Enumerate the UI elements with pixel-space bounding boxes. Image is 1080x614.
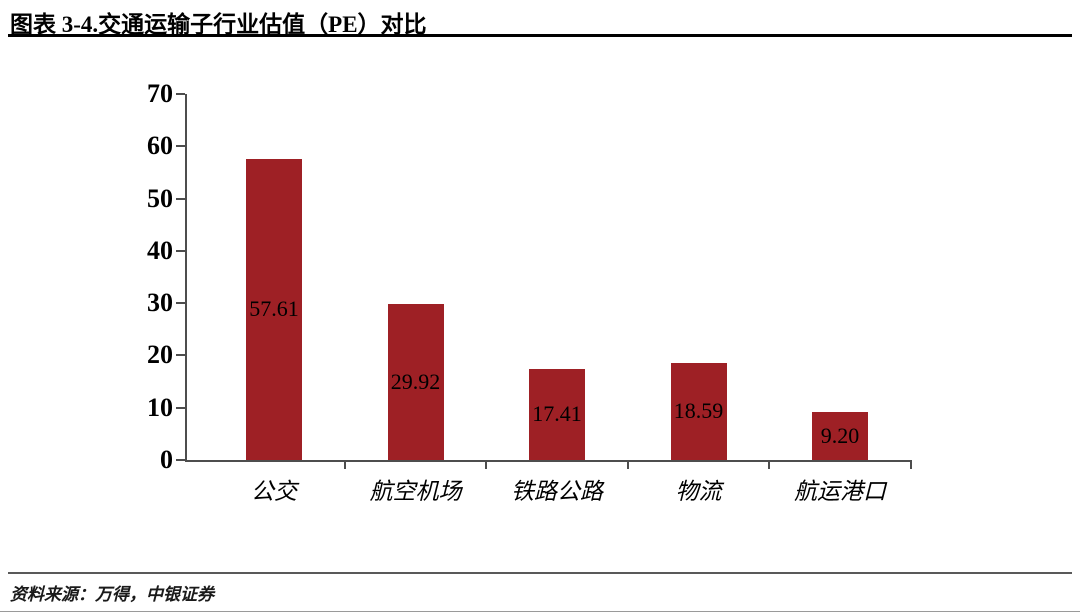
y-axis-tick-mark: [176, 197, 185, 200]
x-axis-tick-mark: [343, 460, 346, 469]
y-axis-tick-label: 50: [147, 183, 173, 213]
x-axis-tick-mark: [768, 460, 770, 469]
bar-value-label: 9.20: [820, 422, 860, 448]
y-axis-tick-mark: [176, 459, 185, 461]
plot-area: 0 10 20 30 40 50 60 70 57.61 公交 29.92 航空机场 17.41 铁路公路…: [147, 79, 912, 504]
bar: 9.20: [812, 411, 868, 460]
y-axis-tick-label: 20: [147, 340, 173, 370]
bar-value-label: 18.59: [673, 398, 724, 424]
y-axis-tick-mark: [176, 406, 185, 409]
y-axis-tick-label: 40: [147, 235, 173, 265]
y-axis-tick-label: 0: [160, 445, 173, 474]
bar: 29.92: [387, 303, 444, 460]
x-axis-line: [185, 460, 911, 462]
x-category-label: 航空机场: [369, 479, 462, 504]
bar-value-label: 29.92: [390, 368, 441, 394]
bar: 18.59: [670, 362, 727, 460]
source-divider: [8, 572, 1072, 574]
y-axis-tick-mark: [176, 93, 185, 95]
bar-value-label: 17.41: [532, 401, 582, 427]
bar: 17.41: [529, 368, 585, 460]
x-axis-tick-mark: [909, 460, 912, 469]
chart-title: 图表 3-4.交通运输子行业估值（PE）对比: [10, 12, 427, 37]
y-axis-tick-label: 10: [147, 392, 173, 422]
x-category-label: 物流: [675, 479, 722, 504]
title-divider: [8, 34, 1072, 37]
y-axis-tick-label: 60: [147, 131, 173, 161]
y-axis-tick-label: 30: [147, 288, 173, 318]
y-axis-tick-mark: [176, 302, 185, 305]
y-axis-tick-label: 70: [147, 79, 173, 108]
y-axis-tick-mark: [176, 249, 185, 252]
page-bottom-divider: [0, 611, 1080, 612]
y-axis-line: [185, 94, 187, 462]
x-axis-tick-mark: [485, 460, 487, 469]
x-category-label: 公交: [251, 479, 297, 504]
y-axis-tick-mark: [176, 145, 185, 148]
bar: 57.61: [246, 158, 302, 460]
bar-value-label: 57.61: [249, 296, 299, 322]
x-category-label: 航运港口: [794, 479, 886, 504]
source-note: 资料来源：万得，中银证券: [10, 585, 214, 604]
x-category-label: 铁路公路: [511, 479, 603, 504]
x-axis-tick-mark: [626, 460, 629, 469]
y-axis-tick-mark: [176, 354, 185, 357]
